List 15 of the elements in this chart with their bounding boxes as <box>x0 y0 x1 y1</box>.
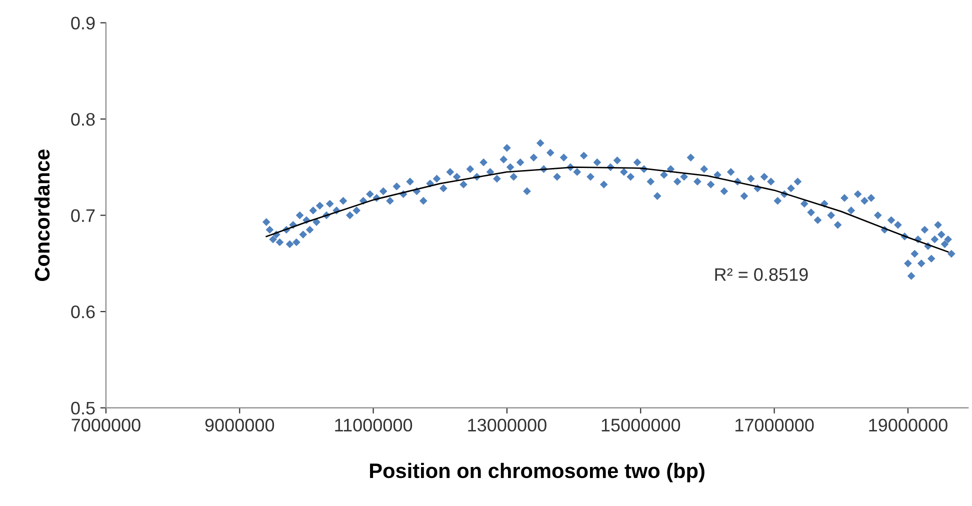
y-tick-label: 0.5 <box>71 402 95 415</box>
x-tick-label: 19000000 <box>869 418 948 432</box>
y-tick-label: 0.7 <box>71 209 95 222</box>
y-tick-label: 0.6 <box>71 306 95 318</box>
x-tick-label: 9000000 <box>205 418 274 432</box>
x-tick-label: 7000000 <box>72 418 140 432</box>
x-tick-label: 15000000 <box>602 418 680 432</box>
y-axis-title: Concordance <box>34 149 50 282</box>
y-tick-label: 0.9 <box>71 16 95 30</box>
x-tick-label: 13000000 <box>468 418 546 432</box>
x-tick-label: 17000000 <box>736 418 814 432</box>
y-tick-label: 0.8 <box>71 112 95 126</box>
x-axis-title: Position on chromosome two (bp) <box>370 462 704 482</box>
x-tick-label: 11000000 <box>335 418 412 432</box>
annotation: R² = 0.8519 <box>715 268 808 281</box>
